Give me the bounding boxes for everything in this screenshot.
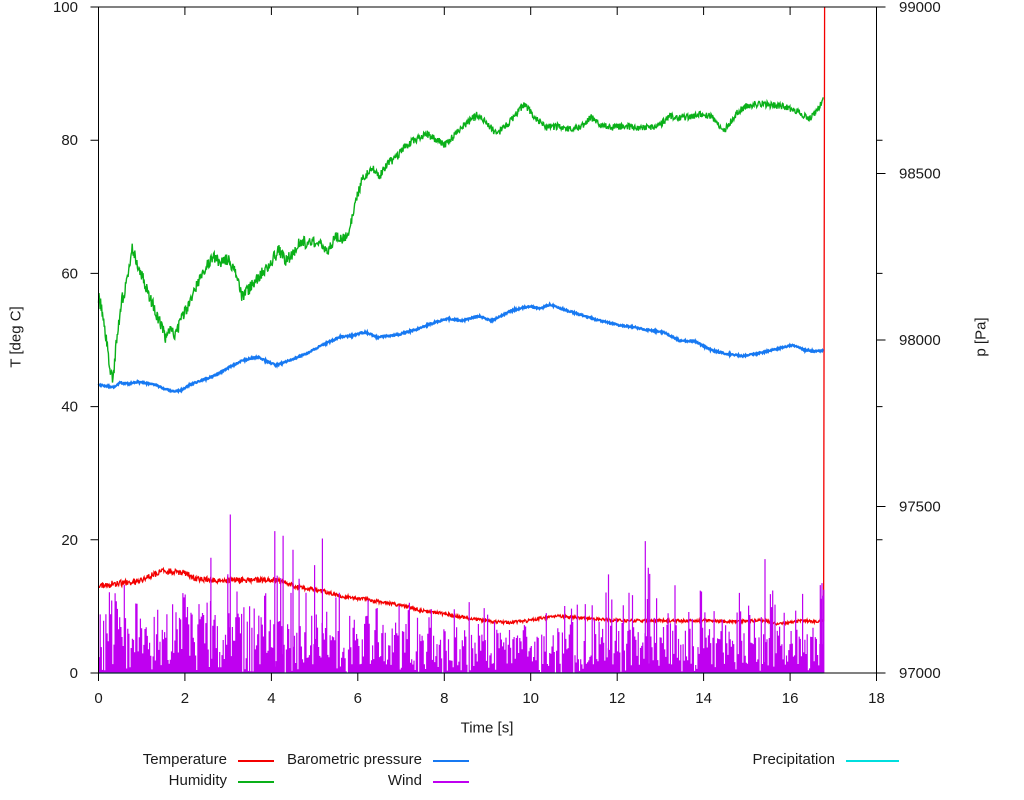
axis-ticks bbox=[90, 6, 886, 681]
series-temperature bbox=[97, 6, 826, 626]
legend-sample-precipitation bbox=[846, 760, 899, 762]
x-tick-label: 16 bbox=[782, 690, 799, 707]
x-tick-label: 4 bbox=[267, 690, 275, 707]
y-tick-label: 100 bbox=[53, 0, 78, 16]
legend-label-wind: Wind bbox=[387, 772, 422, 789]
y-axis-title: T [deg C] bbox=[7, 306, 25, 368]
y-tick-label: 20 bbox=[61, 532, 78, 549]
x-tick-label: 14 bbox=[695, 690, 712, 707]
y2-tick-label: 97500 bbox=[899, 499, 941, 516]
y-tick-label: 60 bbox=[61, 265, 78, 282]
x-tick-label: 6 bbox=[354, 690, 362, 707]
plot-border bbox=[98, 6, 877, 674]
legend-sample-barometric-pressure bbox=[433, 760, 469, 762]
y2-tick-label: 98500 bbox=[899, 166, 941, 183]
y-tick-label: 40 bbox=[61, 399, 78, 416]
legend-label-precipitation: Precipitation bbox=[752, 751, 835, 768]
y2-tick-label: 98000 bbox=[899, 332, 941, 349]
x-tick-label: 10 bbox=[522, 690, 539, 707]
x-tick-label: 18 bbox=[868, 690, 885, 707]
x-tick-label: 12 bbox=[609, 690, 626, 707]
series-wind bbox=[98, 514, 825, 673]
y-tick-label: 0 bbox=[70, 665, 78, 682]
x-tick-label: 8 bbox=[440, 690, 448, 707]
legend-label-temperature: Temperature bbox=[142, 751, 227, 768]
legend-sample-wind bbox=[433, 781, 469, 783]
series-humidity bbox=[97, 97, 824, 383]
legend-label-humidity: Humidity bbox=[168, 772, 227, 789]
series-barometric-pressure bbox=[97, 301, 825, 395]
x-tick-label: 2 bbox=[181, 690, 189, 707]
y2-tick-label: 97000 bbox=[899, 665, 941, 682]
y-tick-label: 80 bbox=[61, 132, 78, 149]
legend-label-barometric-pressure: Barometric pressure bbox=[286, 751, 422, 768]
x-tick-label: 0 bbox=[94, 690, 102, 707]
legend-sample-humidity bbox=[238, 781, 274, 783]
legend-sample-temperature bbox=[238, 760, 274, 762]
y2-axis-title: p [Pa] bbox=[972, 317, 990, 357]
y2-tick-label: 99000 bbox=[899, 0, 941, 16]
x-axis-title: Time [s] bbox=[460, 719, 514, 737]
